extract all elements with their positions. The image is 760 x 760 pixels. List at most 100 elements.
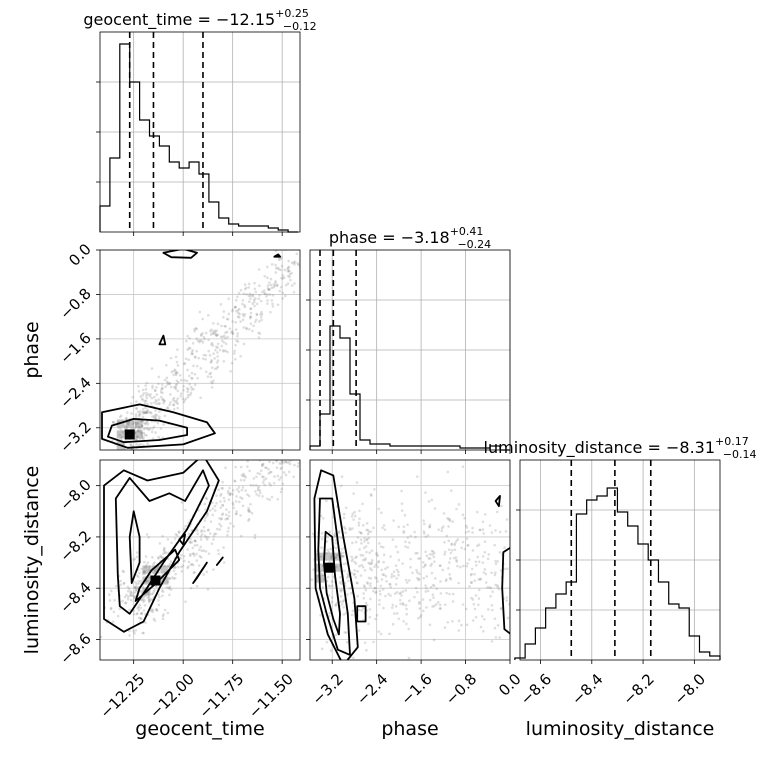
sample-point (157, 402, 161, 406)
sample-point (152, 395, 156, 399)
sample-point (170, 370, 174, 374)
sample-point (397, 573, 400, 577)
sample-point (254, 297, 257, 300)
sample-point (206, 529, 210, 532)
sample-point (424, 550, 427, 554)
sample-point (159, 395, 163, 399)
sample-point (379, 584, 383, 588)
sample-point (143, 399, 147, 403)
sample-point (137, 389, 141, 393)
sample-point (356, 581, 359, 585)
sample-point (234, 321, 238, 324)
sample-point (295, 441, 298, 444)
sample-point (438, 603, 442, 607)
sample-point (133, 591, 136, 594)
sample-point (433, 551, 436, 555)
sample-point (147, 598, 151, 601)
sample-point (154, 389, 157, 393)
sample-point (353, 560, 356, 564)
sample-point (215, 329, 218, 333)
density-peak (323, 562, 334, 573)
sample-point (240, 488, 244, 492)
sample-point (244, 452, 247, 455)
sample-point (215, 527, 219, 531)
sample-point (283, 294, 287, 298)
sample-point (469, 573, 473, 577)
sample-point (235, 310, 238, 313)
sample-point (204, 496, 208, 500)
sample-point (363, 585, 367, 589)
sample-point (311, 259, 314, 262)
sample-point (252, 298, 256, 302)
sample-point (293, 411, 296, 414)
hist-title-phase: phase = −3.18+0.41 −0.24 (329, 225, 491, 251)
sample-point (386, 565, 389, 569)
contour-4 (273, 253, 282, 258)
sample-point (265, 295, 268, 298)
sample-point (181, 397, 185, 401)
sample-point (236, 315, 240, 319)
sample-point (190, 541, 194, 544)
sample-point (216, 355, 219, 358)
sample-point (257, 268, 261, 271)
sample-point (447, 525, 450, 528)
sample-point (347, 573, 350, 577)
sample-point (161, 391, 164, 395)
sample-point (176, 380, 180, 384)
sample-point (217, 552, 221, 556)
sample-point (195, 327, 199, 331)
sample-point (169, 560, 173, 563)
sample-point (146, 423, 150, 426)
sample-point (162, 549, 166, 552)
sample-point (234, 512, 238, 516)
sample-point (120, 465, 123, 468)
sample-point (184, 508, 187, 512)
sample-point (153, 561, 156, 564)
sample-point (287, 269, 291, 273)
sample-point (136, 612, 139, 615)
sample-point (505, 599, 509, 602)
sample-point (213, 504, 217, 508)
sample-point (258, 489, 262, 492)
sample-point (209, 371, 213, 375)
sample-point (158, 417, 161, 421)
sample-point (388, 632, 391, 636)
sample-point (198, 340, 201, 344)
sample-point (482, 532, 485, 535)
sample-point (204, 370, 208, 374)
sample-point (259, 315, 263, 319)
sample-point (463, 547, 467, 551)
sample-point (247, 519, 250, 522)
sample-point (247, 294, 251, 298)
sample-point (138, 616, 141, 620)
sample-point (319, 555, 323, 558)
sample-point (181, 564, 185, 568)
sample-point (282, 450, 285, 453)
sample-point (189, 537, 192, 541)
sample-point (225, 508, 228, 511)
sample-point (400, 509, 404, 512)
sample-point (152, 425, 156, 429)
sample-point (268, 281, 271, 284)
sample-point (150, 411, 153, 415)
sample-point (235, 512, 238, 515)
sample-point (210, 341, 214, 345)
sample-point (162, 399, 166, 403)
sample-point (490, 640, 494, 643)
sample-point (455, 507, 458, 511)
sample-point (136, 428, 140, 432)
sample-point (145, 394, 148, 397)
sample-point (284, 424, 287, 427)
sample-point (186, 566, 189, 570)
sample-point (172, 569, 176, 573)
sample-point (476, 510, 479, 514)
sample-point (324, 376, 327, 379)
sample-point (356, 569, 359, 573)
density-cell (142, 565, 151, 574)
sample-point (154, 416, 157, 419)
sample-point (382, 524, 386, 527)
panel-content (310, 460, 510, 660)
sample-point (174, 370, 177, 373)
sample-point (198, 310, 202, 314)
sample-point (123, 426, 127, 429)
